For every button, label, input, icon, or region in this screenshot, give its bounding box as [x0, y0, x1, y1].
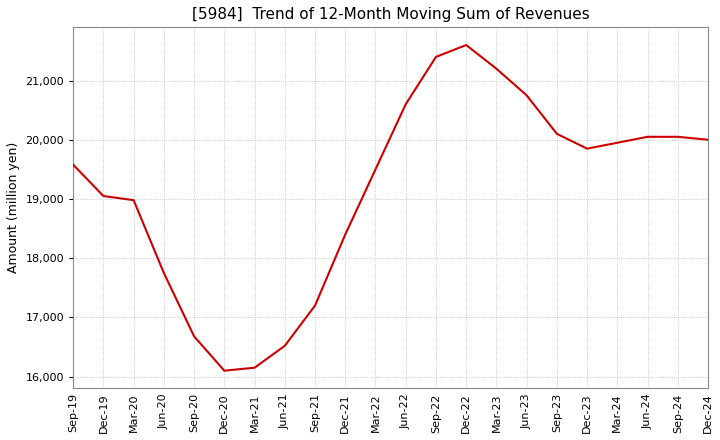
Y-axis label: Amount (million yen): Amount (million yen) [7, 142, 20, 274]
Title: [5984]  Trend of 12-Month Moving Sum of Revenues: [5984] Trend of 12-Month Moving Sum of R… [192, 7, 590, 22]
